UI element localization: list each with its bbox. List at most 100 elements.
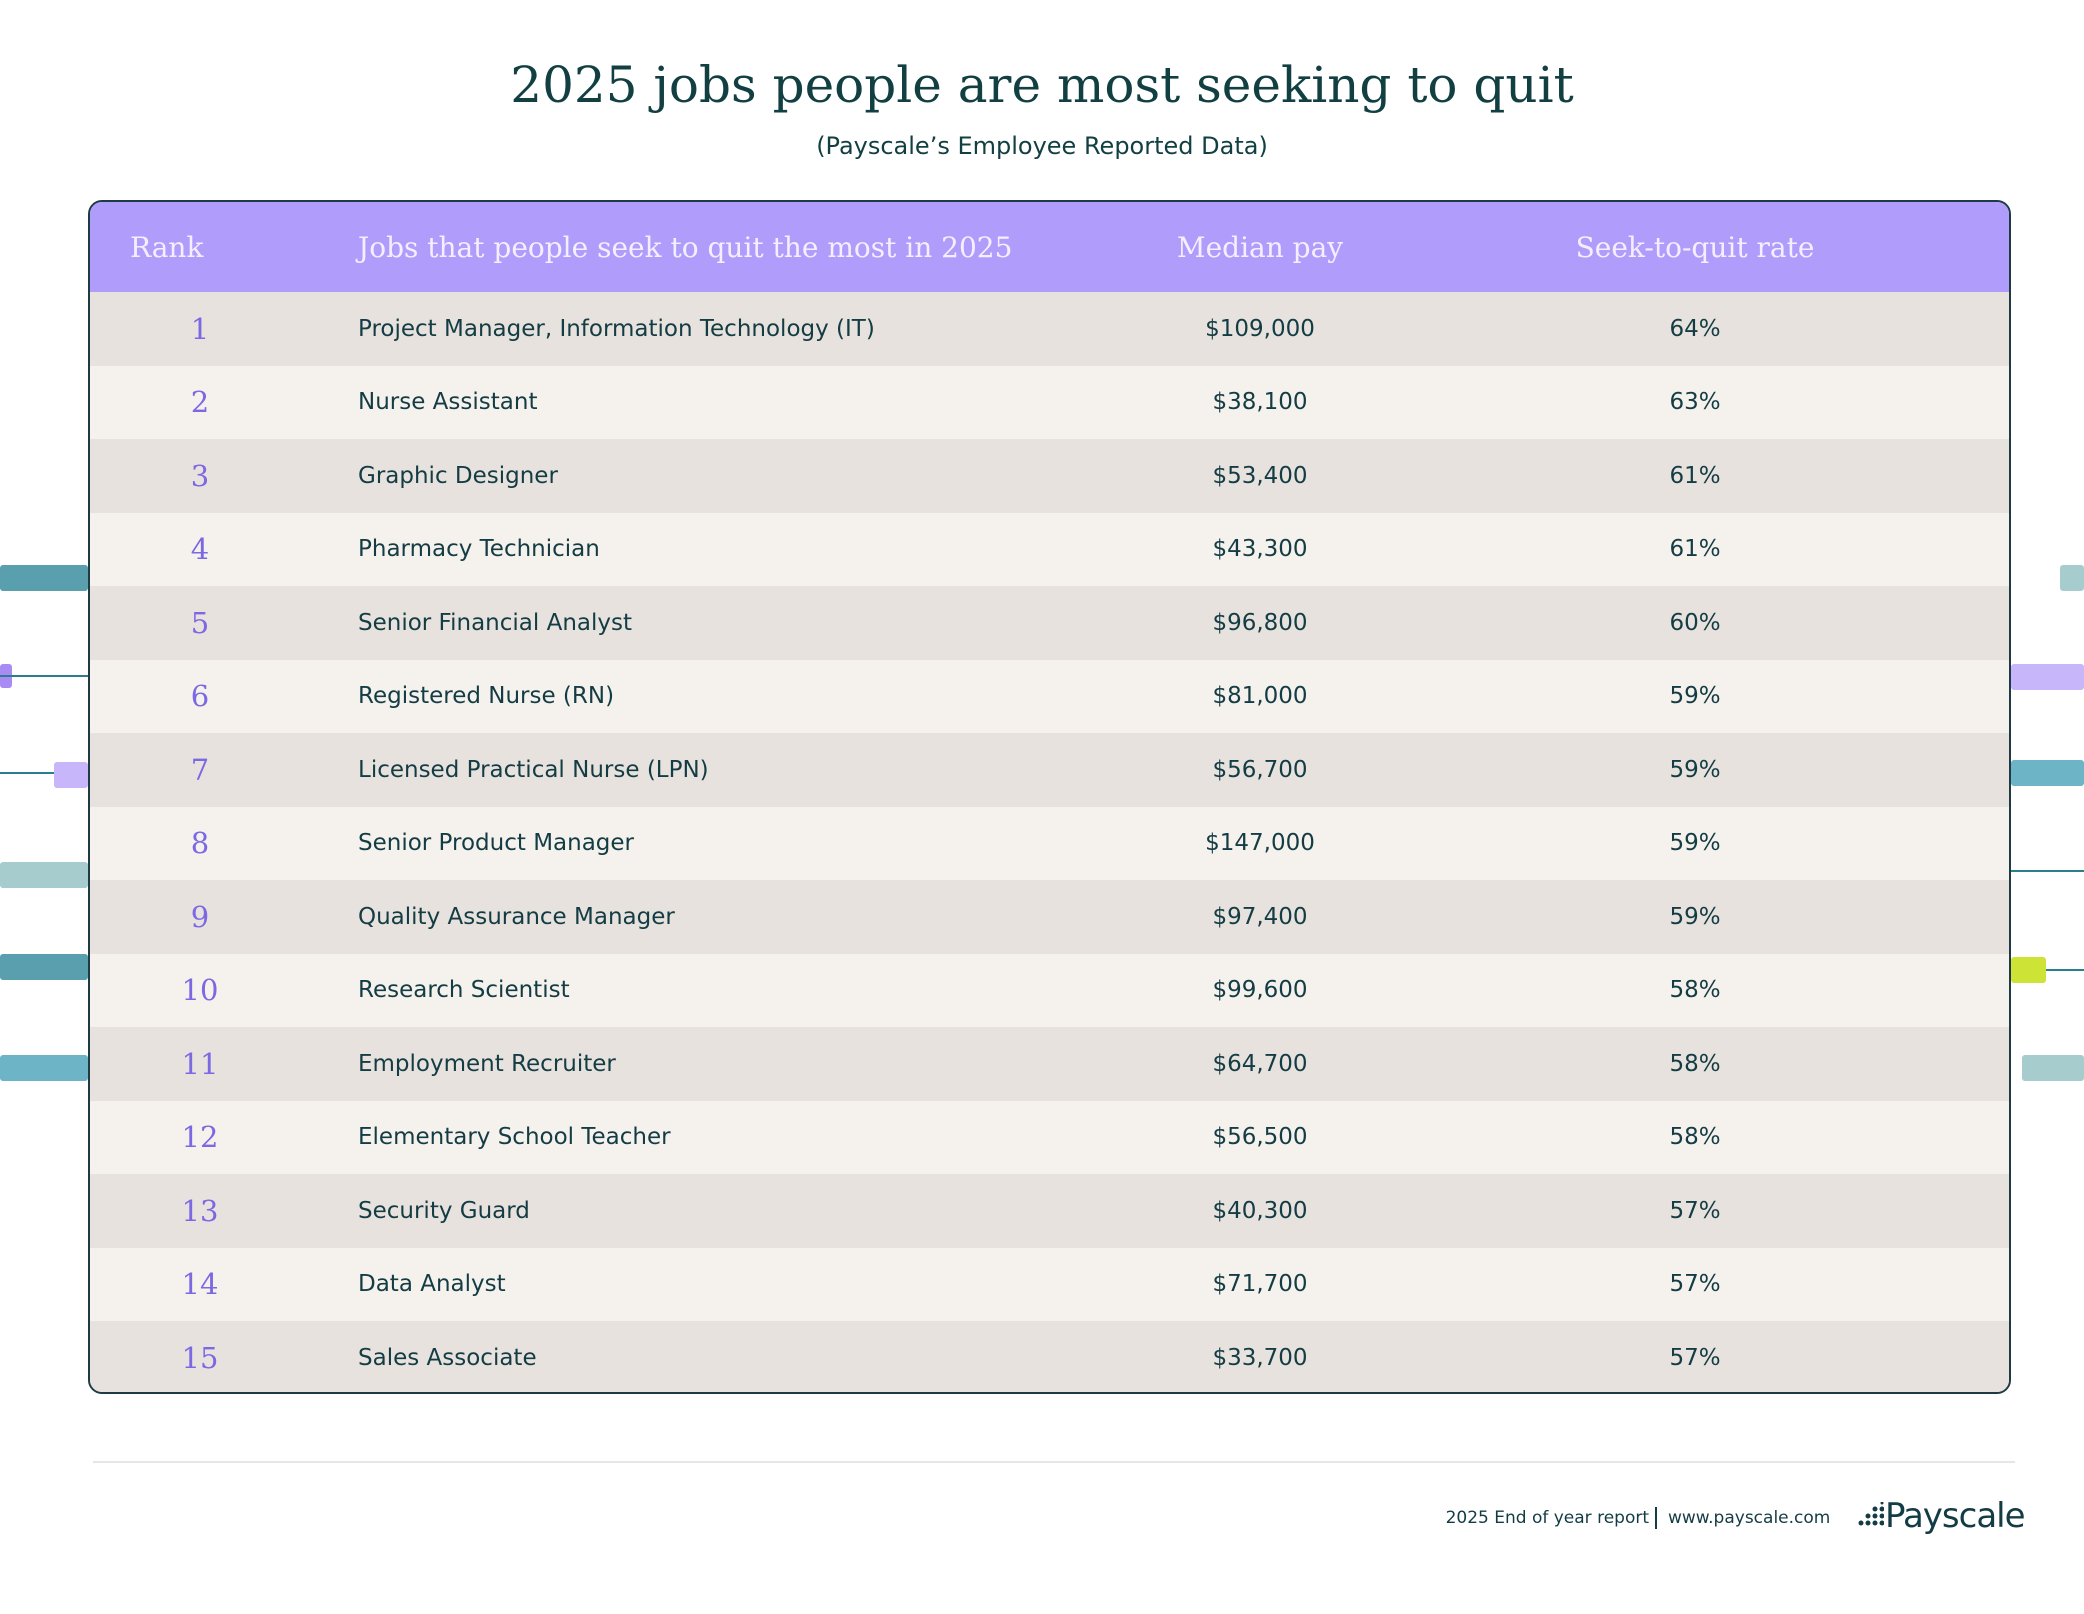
- job-title: Quality Assurance Manager: [358, 903, 675, 930]
- quit-rate: 57%: [1669, 1271, 1721, 1298]
- quit-rate: 58%: [1669, 977, 1721, 1004]
- median-pay: $56,700: [1212, 756, 1308, 783]
- table-row: 4 Pharmacy Technician $43,300 61%: [90, 512, 2009, 586]
- median-pay: $43,300: [1212, 536, 1308, 563]
- table-row: 6 Registered Nurse (RN) $81,000 59%: [90, 659, 2009, 733]
- decor: [2011, 957, 2046, 983]
- decor: [54, 762, 88, 788]
- decor: [2022, 1055, 2084, 1081]
- table-row: 5 Senior Financial Analyst $96,800 60%: [90, 586, 2009, 660]
- job-title: Data Analyst: [358, 1271, 506, 1298]
- rank: 1: [190, 311, 210, 346]
- job-title: Licensed Practical Nurse (LPN): [358, 756, 709, 783]
- job-title: Employment Recruiter: [358, 1050, 616, 1077]
- table-row: 7 Licensed Practical Nurse (LPN) $56,700 59…: [90, 733, 2009, 807]
- logo-icon: [1858, 1502, 1884, 1526]
- quit-rate: 61%: [1669, 536, 1721, 563]
- decor: [2046, 969, 2084, 971]
- median-pay: $96,800: [1212, 609, 1308, 636]
- table-row: 2 Nurse Assistant $38,100 63%: [90, 365, 2009, 439]
- job-title: Elementary School Teacher: [358, 1124, 671, 1151]
- rank: 4: [190, 532, 210, 567]
- job-title: Sales Associate: [358, 1344, 537, 1371]
- table-row: 13 Security Guard $40,300 57%: [90, 1174, 2009, 1248]
- table-row: 14 Data Analyst $71,700 57%: [90, 1247, 2009, 1321]
- median-pay: $38,100: [1212, 389, 1308, 416]
- decor: [0, 954, 88, 980]
- decor: [0, 565, 88, 591]
- decor: [2011, 760, 2084, 786]
- column-header: Jobs that people seek to quit the most i…: [358, 230, 1013, 264]
- rank: 7: [190, 752, 210, 787]
- decor: [0, 772, 60, 774]
- footer-url: www.payscale.com: [1668, 1508, 1831, 1528]
- decor: [2011, 664, 2084, 690]
- quit-rate: 58%: [1669, 1050, 1721, 1077]
- quit-rate: 59%: [1669, 683, 1721, 710]
- job-title: Research Scientist: [358, 977, 570, 1004]
- rank: 3: [190, 458, 210, 493]
- job-title: Project Manager, Information Technology …: [358, 315, 875, 342]
- column-header: Rank: [130, 230, 204, 264]
- table-row: 12 Elementary School Teacher $56,500 58%: [90, 1100, 2009, 1174]
- job-title: Pharmacy Technician: [358, 536, 600, 563]
- decor: [0, 862, 88, 888]
- table-row: 1 Project Manager, Information Technology…: [90, 292, 2009, 366]
- median-pay: $109,000: [1205, 315, 1315, 342]
- median-pay: $64,700: [1212, 1050, 1308, 1077]
- job-title: Registered Nurse (RN): [358, 683, 615, 710]
- table-row: 3 Graphic Designer $53,400 61%: [90, 439, 2009, 513]
- median-pay: $71,700: [1212, 1271, 1308, 1298]
- rank: 13: [181, 1193, 219, 1228]
- separator: [1655, 1507, 1657, 1529]
- table-row: 9 Quality Assurance Manager $97,400 59%: [90, 880, 2009, 954]
- column-header: Seek-to-quit rate: [1575, 230, 1815, 264]
- rank: 6: [190, 679, 210, 714]
- quit-rate: 59%: [1669, 903, 1721, 930]
- rank: 14: [181, 1267, 219, 1302]
- rank: 2: [190, 385, 210, 420]
- rank: 10: [181, 973, 219, 1008]
- rank: 11: [181, 1046, 219, 1081]
- table-row: 8 Senior Product Manager $147,000 59%: [90, 806, 2009, 880]
- divider: [93, 1461, 2015, 1463]
- job-title: Senior Product Manager: [358, 830, 635, 857]
- decor: [2060, 565, 2084, 591]
- median-pay: $33,700: [1212, 1344, 1308, 1371]
- table-row: 15 Sales Associate $33,700 57%: [90, 1321, 2009, 1392]
- decor: [2011, 870, 2084, 872]
- decor: [0, 1055, 88, 1081]
- job-title: Nurse Assistant: [358, 389, 538, 416]
- quit-rate: 58%: [1669, 1124, 1721, 1151]
- quit-rate: 57%: [1669, 1344, 1721, 1371]
- median-pay: $40,300: [1212, 1197, 1308, 1224]
- median-pay: $56,500: [1212, 1124, 1308, 1151]
- logo: Payscale: [1885, 1496, 2026, 1536]
- rank: 15: [181, 1340, 219, 1375]
- median-pay: $99,600: [1212, 977, 1308, 1004]
- header-row: Rank Jobs that people seek to quit the mo…: [90, 202, 2009, 292]
- footer-report: 2025 End of year report: [1445, 1508, 1649, 1528]
- title: 2025 jobs people are most seeking to qui…: [510, 56, 1574, 114]
- rank: 8: [190, 826, 210, 861]
- job-title: Security Guard: [358, 1197, 530, 1224]
- table-row: 11 Employment Recruiter $64,700 58%: [90, 1027, 2009, 1101]
- median-pay: $147,000: [1205, 830, 1315, 857]
- quit-rate: 57%: [1669, 1197, 1721, 1224]
- table: Rank Jobs that people seek to quit the mo…: [88, 200, 2011, 1394]
- rank: 9: [190, 899, 210, 934]
- quit-rate: 59%: [1669, 830, 1721, 857]
- median-pay: $81,000: [1212, 683, 1308, 710]
- median-pay: $97,400: [1212, 903, 1308, 930]
- subtitle: (Payscale’s Employee Reported Data): [816, 132, 1268, 160]
- quit-rate: 59%: [1669, 756, 1721, 783]
- quit-rate: 61%: [1669, 462, 1721, 489]
- quit-rate: 64%: [1669, 315, 1721, 342]
- decor: [0, 675, 88, 677]
- quit-rate: 63%: [1669, 389, 1721, 416]
- rank: 12: [181, 1120, 219, 1155]
- quit-rate: 60%: [1669, 609, 1721, 636]
- median-pay: $53,400: [1212, 462, 1308, 489]
- table-row: 10 Research Scientist $99,600 58%: [90, 953, 2009, 1027]
